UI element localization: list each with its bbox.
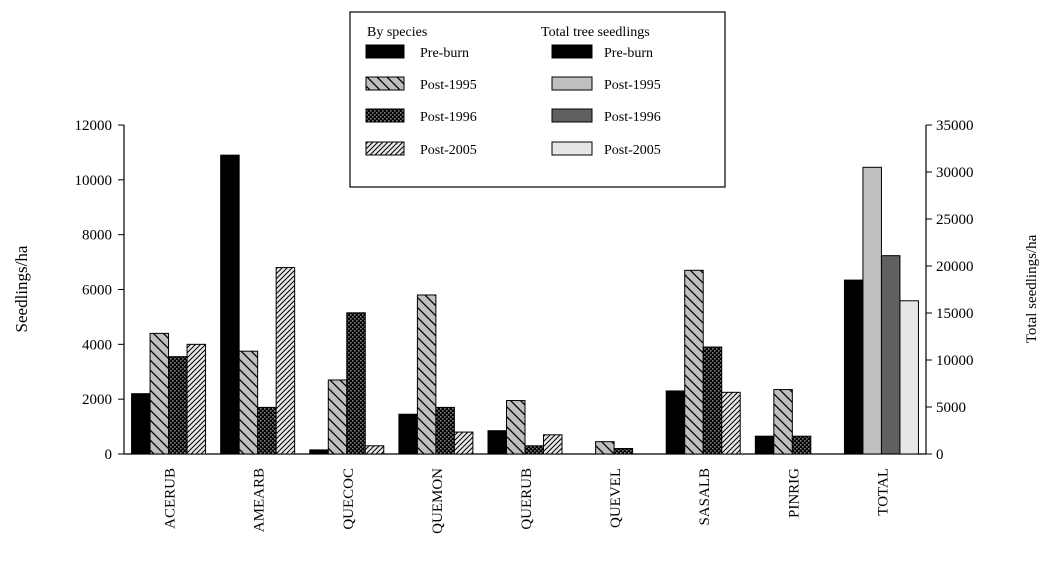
x-tick-label: TOTAL	[875, 468, 891, 516]
bar-acerub-post-1995	[149, 332, 170, 455]
bar-sasalb-pre-burn	[665, 390, 686, 455]
y-tick-label: 12000	[75, 118, 113, 134]
bar-quecoc-post-1996	[346, 312, 366, 455]
legend-label-species: Post-2005	[420, 143, 477, 158]
legend-box	[349, 11, 726, 188]
legend-label-species: Pre-burn	[420, 46, 469, 61]
bar-quecoc-post-1995	[327, 379, 348, 455]
legend: By species Total tree seedlings Pre-burn…	[349, 11, 726, 188]
legend-swatch-total-pre-burn	[551, 44, 593, 59]
bar-total-post-2005	[899, 300, 919, 455]
x-tick-label: QUEVEL	[608, 468, 624, 528]
legend-heading-total: Total tree seedlings	[541, 25, 650, 40]
bar-quemon-post-2005	[453, 431, 474, 455]
y2-tick-label: 0	[936, 447, 944, 463]
legend-label-total: Post-1996	[604, 110, 661, 125]
bar-total-post-1995	[862, 166, 882, 455]
bar-quecoc-post-2005	[364, 445, 385, 455]
y2-tick-label: 30000	[936, 165, 974, 181]
x-tick-label: QUEMON	[430, 468, 446, 534]
legend-swatch-total-post-1995	[551, 76, 593, 91]
legend-swatch-species-pre-burn	[365, 44, 405, 59]
y-tick-label: 6000	[82, 283, 112, 299]
bar-pinrig-pre-burn	[754, 435, 775, 455]
legend-label-species: Post-1995	[420, 78, 477, 93]
y-tick-label: 4000	[82, 337, 112, 353]
bar-querub-pre-burn	[487, 430, 507, 455]
legend-label-total: Post-1995	[604, 78, 661, 93]
y-tick-label: 8000	[82, 228, 112, 244]
bar-total-post-1996	[880, 255, 901, 455]
bar-quemon-pre-burn	[398, 413, 418, 455]
bar-acerub-pre-burn	[131, 393, 151, 455]
bar-amearb-post-1995	[238, 350, 259, 455]
y2-tick-label: 15000	[936, 306, 974, 322]
x-tick-label: QUECOC	[341, 468, 357, 530]
bar-sasalb-post-1995	[684, 269, 704, 455]
y-tick-label: 10000	[75, 173, 113, 189]
bar-quemon-post-1996	[435, 406, 455, 455]
y2-tick-label: 5000	[936, 400, 966, 416]
y-tick-label: 2000	[82, 392, 112, 408]
legend-label-total: Pre-burn	[604, 46, 653, 61]
legend-label-species: Post-1996	[420, 110, 477, 125]
bar-total-pre-burn	[843, 279, 864, 455]
legend-swatch-total-post-2005	[551, 141, 593, 156]
bar-sasalb-post-2005	[721, 391, 741, 455]
bar-amearb-pre-burn	[220, 154, 240, 455]
x-tick-label: SASALB	[697, 468, 713, 526]
legend-heading-by-species: By species	[367, 25, 427, 40]
bar-pinrig-post-1996	[791, 435, 812, 455]
secondary-y-axis-title: Total seedlings/ha	[1024, 234, 1040, 343]
bar-quecoc-pre-burn	[309, 449, 329, 455]
x-tick-label: PINRIG	[786, 468, 802, 518]
bar-sasalb-post-1996	[702, 346, 723, 455]
x-tick-label: ACERUB	[163, 468, 179, 529]
bar-querub-post-1996	[524, 445, 544, 455]
bar-amearb-post-1996	[257, 406, 277, 455]
legend-swatch-species-post-2005	[365, 141, 405, 156]
bar-querub-post-1995	[506, 400, 526, 455]
bar-acerub-post-1996	[168, 356, 188, 455]
y2-tick-label: 20000	[936, 259, 974, 275]
bar-amearb-post-2005	[275, 267, 296, 455]
legend-label-total: Post-2005	[604, 143, 661, 158]
y2-tick-label: 10000	[936, 353, 974, 369]
bar-acerub-post-2005	[186, 343, 207, 455]
tick-labels: 0 2000 4000 6000 8000 10000 12000 0 5000 10000 150…	[75, 118, 974, 534]
bars	[131, 154, 919, 455]
bar-quevel-post-1995	[595, 441, 615, 455]
bar-quevel-post-1996	[613, 448, 634, 455]
y-tick-label: 0	[105, 447, 113, 463]
legend-swatch-species-post-1996	[365, 108, 405, 123]
bar-pinrig-post-1995	[773, 389, 793, 455]
bar-quemon-post-1995	[416, 294, 437, 455]
legend-swatch-total-post-1996	[551, 108, 593, 123]
legend-swatch-species-post-1995	[365, 76, 405, 91]
y2-tick-label: 35000	[936, 118, 974, 134]
y-axis-title: Seedlings/ha	[12, 245, 31, 332]
x-tick-label: AMEARB	[252, 468, 268, 532]
bar-querub-post-2005	[543, 434, 563, 455]
y2-tick-label: 25000	[936, 212, 974, 228]
x-tick-label: QUERUB	[519, 468, 535, 530]
